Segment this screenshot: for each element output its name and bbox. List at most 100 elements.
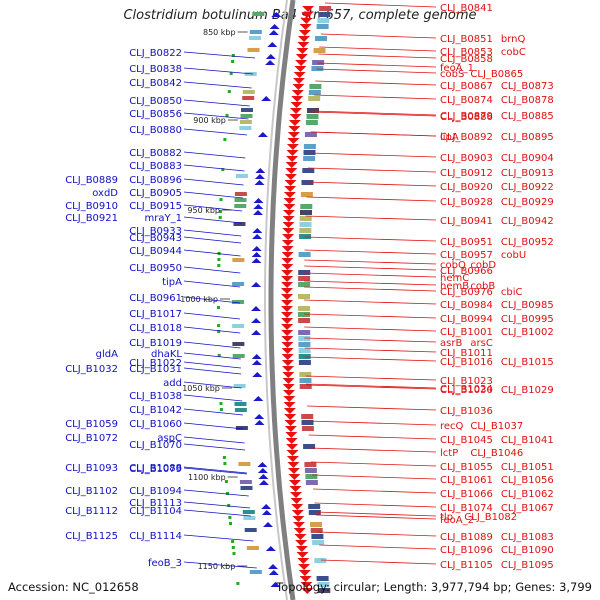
gene-label[interactable]: CLJ_B0850 xyxy=(129,96,182,107)
gene-label[interactable]: CLJ_B1011 xyxy=(440,348,493,359)
gene-label[interactable]: feoA_1 xyxy=(440,63,474,74)
gene-label[interactable]: CLJ_B0912 xyxy=(440,168,493,179)
gene-label[interactable]: hemB xyxy=(440,281,469,292)
gene-label[interactable]: CLJ_B0904 xyxy=(501,153,554,164)
gene-label[interactable]: lipA xyxy=(440,132,459,143)
gene-label[interactable]: CLJ_B0885 xyxy=(501,111,554,122)
gene-label[interactable]: CLJ_B0842 xyxy=(129,78,182,89)
gene-label[interactable]: CLJ_B0984 xyxy=(440,300,493,311)
gene-label[interactable]: CLJ_B1061 xyxy=(440,475,493,486)
gene-label[interactable]: CLJ_B1037 xyxy=(470,421,523,432)
gene-label[interactable]: CLJ_B0895 xyxy=(501,132,554,143)
gene-label[interactable]: CLJ_B0995 xyxy=(501,314,554,325)
gene-label[interactable]: CLJ_B0961 xyxy=(129,293,182,304)
gene-label[interactable]: CLJ_B0942 xyxy=(501,216,554,227)
gene-label[interactable]: cobS xyxy=(440,69,464,80)
gene-label[interactable]: CLJ_B0941 xyxy=(440,216,493,227)
gene-label[interactable]: CLJ_B1029 xyxy=(501,385,554,396)
gene-label[interactable]: recQ xyxy=(440,421,464,432)
gene-label[interactable]: CLJ_B1038 xyxy=(129,391,182,402)
gene-label[interactable]: CLJ_B1056 xyxy=(501,475,554,486)
gene-label[interactable]: CLJ_B0957 xyxy=(440,250,493,261)
gene-label[interactable]: CLJ_B1093 xyxy=(65,463,118,474)
gene-label[interactable]: CLJ_B1016 xyxy=(440,357,493,368)
gene-label[interactable]: cobD xyxy=(470,260,496,271)
gene-label[interactable]: CLJ_B0903 xyxy=(440,153,493,164)
gene-label[interactable]: CLJ_B0865 xyxy=(470,69,523,80)
gene-label[interactable]: CLJ_B1001 xyxy=(440,327,493,338)
gene-label[interactable]: CLJ_B0952 xyxy=(501,237,554,248)
gene-label[interactable]: cobC xyxy=(501,47,526,58)
gene-label[interactable]: CLJ_B0883 xyxy=(129,161,182,172)
gene-label[interactable]: CLJ_B1113 xyxy=(129,498,182,509)
gene-label[interactable]: CLJ_B0943 xyxy=(129,233,182,244)
gene-label[interactable]: CLJ_B0950 xyxy=(129,263,182,274)
gene-label[interactable]: CLJ_B1090 xyxy=(501,545,554,556)
gene-label[interactable]: CLJ_B1023 xyxy=(440,376,493,387)
gene-label[interactable]: CLJ_B1094 xyxy=(129,486,182,497)
gene-label[interactable]: oxdD xyxy=(92,188,118,199)
gene-label[interactable]: CLJ_B0874 xyxy=(440,95,493,106)
gene-label[interactable]: CLJ_B0933 xyxy=(129,226,182,237)
gene-label[interactable]: CLJ_B1067 xyxy=(501,503,554,514)
gene-label[interactable]: CLJ_B1024 xyxy=(440,384,493,395)
gene-label[interactable]: feoB_3 xyxy=(148,558,182,569)
gene-label[interactable]: CLJ_B1031 xyxy=(129,364,182,375)
gene-label[interactable]: CLJ_B1045 xyxy=(440,435,493,446)
gene-label[interactable]: CLJ_B1125 xyxy=(65,531,118,542)
gene-label[interactable]: CLJ_B0886 xyxy=(440,112,493,123)
gene-label[interactable]: gldA xyxy=(96,349,118,360)
gene-label[interactable]: CLJ_B1104 xyxy=(129,506,182,517)
gene-label[interactable]: CLJ_B1072 xyxy=(65,433,118,444)
gene-label[interactable]: CLJ_B1036 xyxy=(440,406,493,417)
gene-label[interactable]: CLJ_B0858 xyxy=(440,54,493,65)
gene-label[interactable]: CLJ_B1082 xyxy=(464,512,517,523)
gene-label[interactable]: tlp xyxy=(440,512,453,523)
gene-label[interactable]: CLJ_B0920 xyxy=(440,182,493,193)
gene-label[interactable]: CLJ_B0856 xyxy=(129,109,182,120)
gene-label[interactable]: CLJ_B0880 xyxy=(129,125,182,136)
gene-label[interactable]: hemC xyxy=(440,273,469,284)
gene-label[interactable]: CLJ_B1083 xyxy=(501,532,554,543)
gene-label[interactable]: CLJ_B0910 xyxy=(65,201,118,212)
gene-label[interactable]: CLJ_B0892 xyxy=(440,132,493,143)
gene-label[interactable]: CLJ_B1102 xyxy=(65,486,118,497)
gene-label[interactable]: CLJ_B0928 xyxy=(440,197,493,208)
gene-label[interactable]: CLJ_B0976 xyxy=(440,287,493,298)
gene-label[interactable]: mraY_1 xyxy=(145,213,182,224)
gene-label[interactable]: CLJ_B1066 xyxy=(440,489,493,500)
gene-label[interactable]: CLJ_B0867 xyxy=(440,81,493,92)
gene-label[interactable]: CLJ_B1015 xyxy=(501,357,554,368)
gene-label[interactable]: CLJ_B1017 xyxy=(129,309,182,320)
gene-label[interactable]: CLJ_B0851 xyxy=(440,34,493,45)
gene-label[interactable]: cbiC xyxy=(501,287,523,298)
gene-label[interactable]: CLJ_B1088 xyxy=(129,463,182,474)
gene-label[interactable]: add xyxy=(163,378,182,389)
gene-label[interactable]: CLJ_B0944 xyxy=(129,246,182,257)
gene-label[interactable]: CLJ_B1059 xyxy=(65,419,118,430)
gene-label[interactable]: CLJ_B0882 xyxy=(129,148,182,159)
gene-label[interactable]: CLJ_B1112 xyxy=(65,506,118,517)
gene-label[interactable]: CLJ_B0873 xyxy=(501,81,554,92)
gene-label[interactable]: CLJ_B1095 xyxy=(501,560,554,571)
gene-label[interactable]: CLJ_B1042 xyxy=(129,405,182,416)
gene-label[interactable]: dhaKL xyxy=(151,349,182,360)
gene-label[interactable]: cobB xyxy=(470,281,495,292)
gene-label[interactable]: feoA_2 xyxy=(440,515,474,526)
gene-label[interactable]: CLJ_B1060 xyxy=(129,419,182,430)
gene-label[interactable]: CLJ_B0913 xyxy=(501,168,554,179)
gene-label[interactable]: CLJ_B0922 xyxy=(501,182,554,193)
gene-label[interactable]: CLJ_B1070 xyxy=(129,440,182,451)
gene-label[interactable]: CLJ_B0905 xyxy=(129,188,182,199)
gene-label[interactable]: CLJ_B1018 xyxy=(129,323,182,334)
gene-label[interactable]: lctP xyxy=(440,448,458,459)
gene-label[interactable]: CLJ_B1041 xyxy=(501,435,554,446)
gene-label[interactable]: brnQ xyxy=(501,34,526,45)
gene-label[interactable]: CLJ_B0921 xyxy=(65,213,118,224)
gene-label[interactable]: CLJ_B0838 xyxy=(129,64,182,75)
gene-label[interactable]: CLJ_B0878 xyxy=(501,95,554,106)
gene-label[interactable]: asrB xyxy=(440,338,462,349)
gene-label[interactable]: CLJ_B1089 xyxy=(440,532,493,543)
gene-label[interactable]: CLJ_B0853 xyxy=(440,47,493,58)
gene-label[interactable]: CLJ_B1105 xyxy=(440,560,493,571)
